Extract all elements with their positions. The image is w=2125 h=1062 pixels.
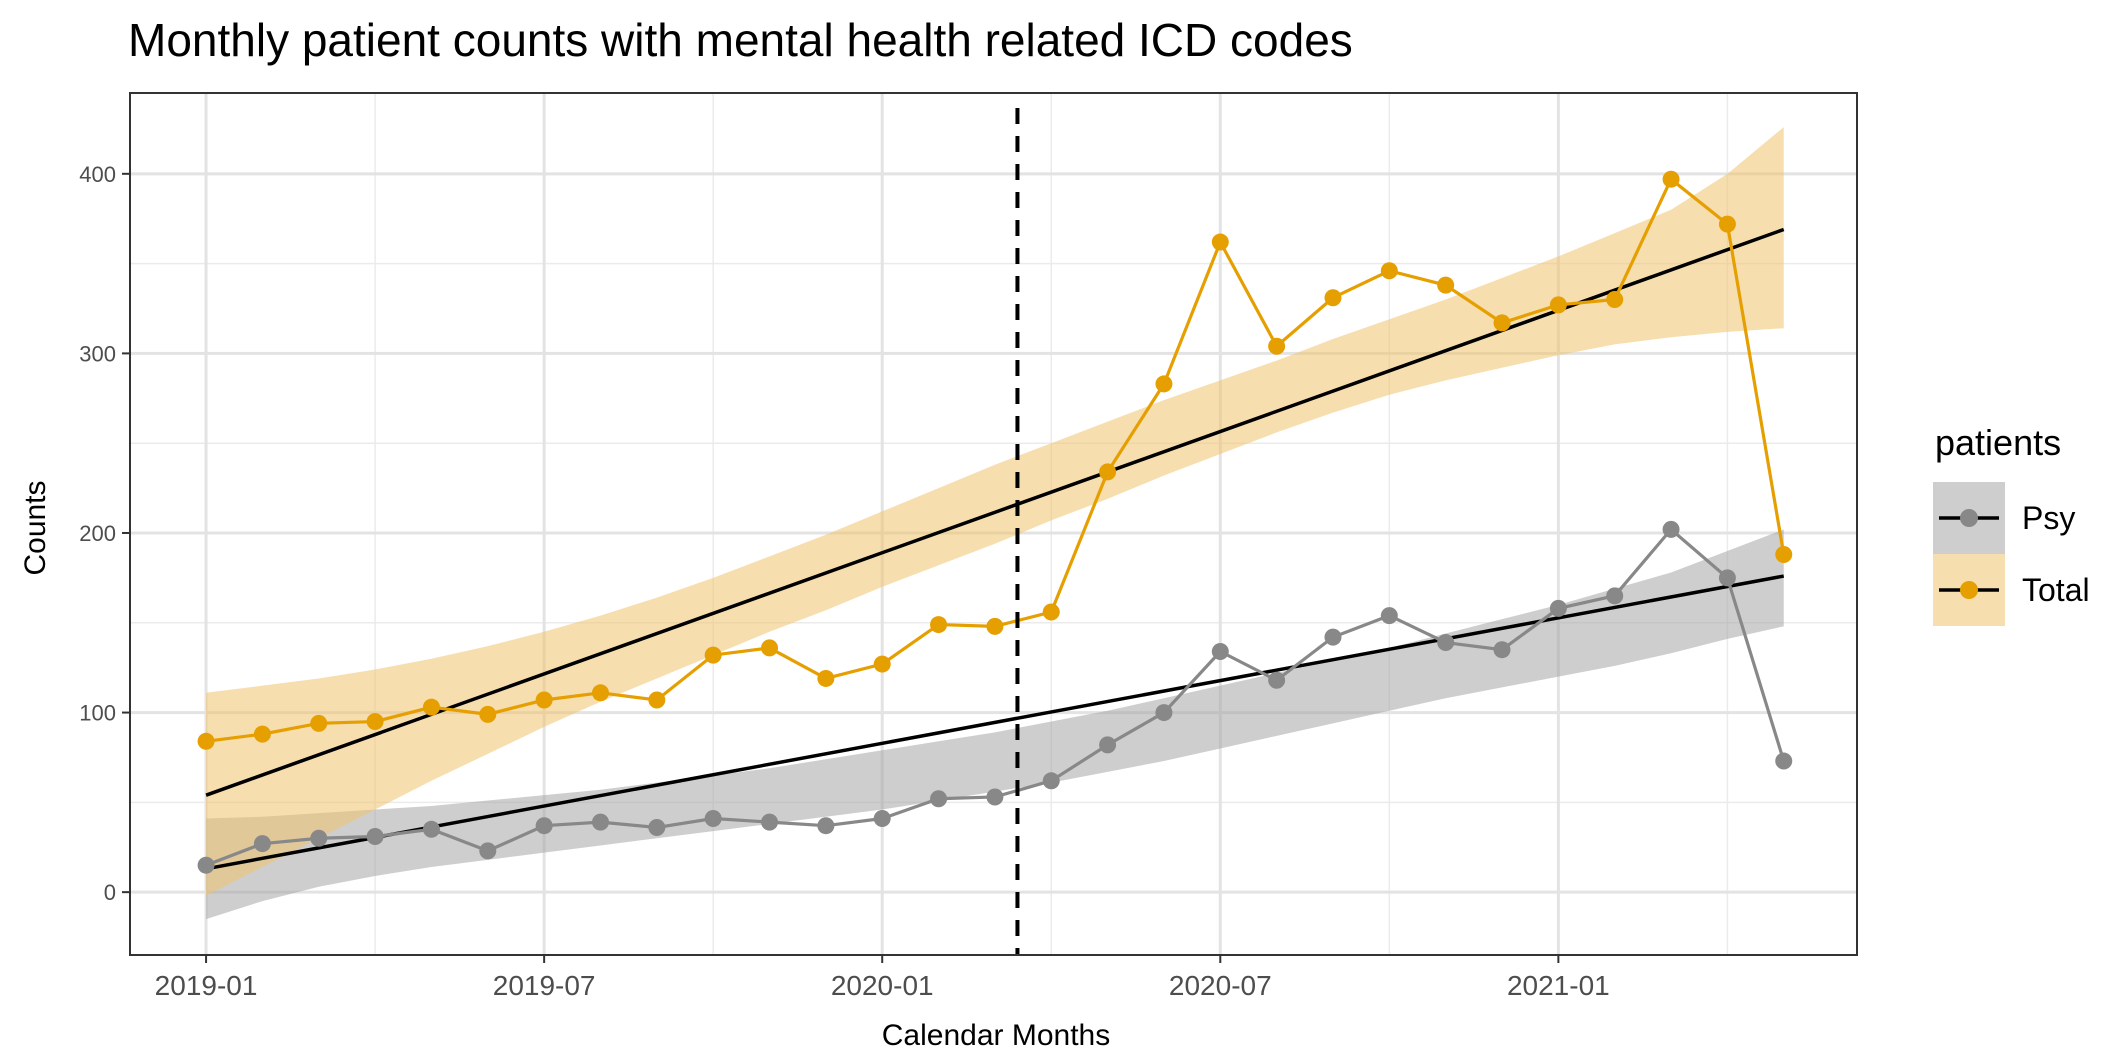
data-point-psy bbox=[1606, 587, 1624, 605]
data-point-psy bbox=[986, 788, 1004, 806]
data-point-total bbox=[873, 655, 891, 673]
x-tick-label: 2021-01 bbox=[1507, 970, 1610, 1001]
data-point-total bbox=[1155, 375, 1173, 393]
data-point-psy bbox=[1718, 569, 1736, 587]
data-point-total bbox=[1211, 233, 1229, 251]
data-point-total bbox=[1099, 463, 1117, 481]
legend-title: patients bbox=[1935, 422, 2061, 463]
legend-key-point bbox=[1960, 581, 1978, 599]
x-tick-label: 2019-01 bbox=[155, 970, 258, 1001]
data-point-psy bbox=[479, 842, 497, 860]
data-point-psy bbox=[535, 817, 553, 835]
data-point-total bbox=[1718, 215, 1736, 233]
data-point-total bbox=[535, 691, 553, 709]
data-point-psy bbox=[1324, 628, 1342, 646]
legend-label-psy: Psy bbox=[2022, 500, 2075, 536]
data-point-psy bbox=[1042, 772, 1060, 790]
data-point-total bbox=[1549, 296, 1567, 314]
data-point-total bbox=[310, 714, 328, 732]
data-point-total bbox=[1606, 291, 1624, 309]
data-point-psy bbox=[873, 810, 891, 828]
data-point-total bbox=[986, 617, 1004, 635]
data-point-total bbox=[761, 639, 779, 657]
data-point-psy bbox=[704, 810, 722, 828]
data-point-psy bbox=[1775, 752, 1793, 770]
legend-label-total: Total bbox=[2022, 572, 2090, 608]
y-tick-label: 300 bbox=[79, 341, 116, 366]
data-point-total bbox=[479, 705, 497, 723]
data-point-total bbox=[422, 698, 440, 716]
data-point-psy bbox=[197, 856, 215, 874]
data-point-psy bbox=[817, 817, 835, 835]
data-point-psy bbox=[1099, 736, 1117, 754]
data-point-total bbox=[197, 732, 215, 750]
axes: 2019-01 2019-07 2020-01 2020-07 2021-01 0 100 2… bbox=[79, 92, 1858, 1001]
data-point-psy bbox=[310, 829, 328, 847]
trend-line-total bbox=[205, 227, 1785, 797]
y-tick-label: 200 bbox=[79, 521, 116, 546]
data-point-total bbox=[591, 684, 609, 702]
x-tick-label: 2020-01 bbox=[831, 970, 934, 1001]
data-point-psy bbox=[1549, 599, 1567, 617]
data-point-psy bbox=[761, 813, 779, 831]
data-point-total bbox=[704, 646, 722, 664]
data-point-psy bbox=[1437, 634, 1455, 652]
data-point-total bbox=[1493, 314, 1511, 332]
data-point-total bbox=[1662, 170, 1680, 188]
data-point-total bbox=[817, 669, 835, 687]
data-point-psy bbox=[422, 820, 440, 838]
legend: patients Psy Total bbox=[1933, 422, 2090, 626]
data-point-psy bbox=[648, 818, 666, 836]
data-point-total bbox=[648, 691, 666, 709]
data-point-psy bbox=[253, 835, 271, 853]
data-point-total bbox=[1324, 289, 1342, 307]
data-point-psy bbox=[1268, 671, 1286, 689]
data-point-psy bbox=[591, 813, 609, 831]
data-point-psy bbox=[1211, 643, 1229, 661]
legend-key-point bbox=[1960, 509, 1978, 527]
data-point-psy bbox=[1155, 704, 1173, 722]
data-point-psy bbox=[1662, 520, 1680, 538]
y-tick-label: 100 bbox=[79, 701, 116, 726]
y-axis-title: Counts bbox=[19, 480, 52, 575]
data-point-total bbox=[1380, 262, 1398, 280]
trend-line-psy bbox=[205, 574, 1785, 871]
data-point-psy bbox=[930, 790, 948, 808]
x-tick-label: 2020-07 bbox=[1169, 970, 1272, 1001]
x-axis-title: Calendar Months bbox=[882, 1019, 1110, 1052]
data-point-total bbox=[1437, 276, 1455, 294]
panel-border bbox=[129, 92, 1858, 956]
x-tick-label: 2019-07 bbox=[493, 970, 596, 1001]
y-tick-label: 0 bbox=[104, 880, 116, 905]
chart-title: Monthly patient counts with mental healt… bbox=[128, 14, 1353, 66]
data-point-total bbox=[366, 713, 384, 731]
data-point-total bbox=[930, 616, 948, 634]
data-point-psy bbox=[366, 827, 384, 845]
data-point-total bbox=[253, 725, 271, 743]
plot-panel bbox=[130, 93, 1857, 955]
y-tick-label: 400 bbox=[79, 162, 116, 187]
data-point-total bbox=[1775, 546, 1793, 564]
data-point-total bbox=[1268, 337, 1286, 355]
data-point-psy bbox=[1380, 607, 1398, 625]
data-point-psy bbox=[1493, 641, 1511, 659]
data-point-total bbox=[1042, 603, 1060, 621]
